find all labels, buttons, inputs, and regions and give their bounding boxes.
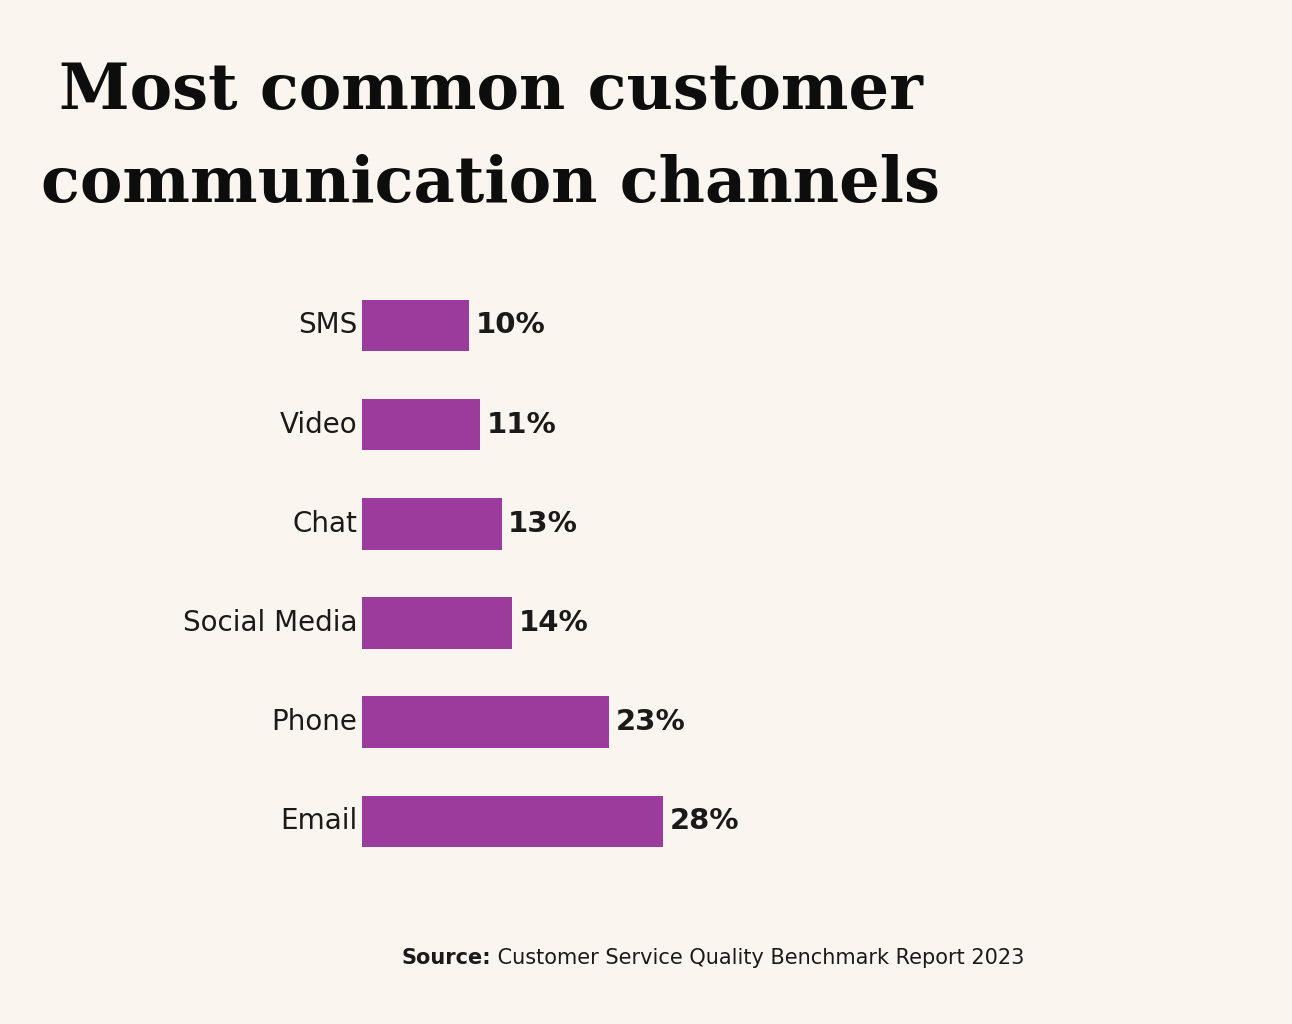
Text: Social Media: Social Media — [183, 609, 358, 637]
Text: 13%: 13% — [508, 510, 578, 538]
Bar — [362, 696, 610, 748]
Text: Phone: Phone — [271, 709, 358, 736]
Text: 10%: 10% — [475, 311, 545, 339]
Text: 28%: 28% — [669, 808, 739, 836]
Bar — [362, 498, 501, 550]
Text: 23%: 23% — [616, 709, 686, 736]
Bar — [362, 796, 663, 847]
Text: 11%: 11% — [487, 411, 557, 438]
Bar — [362, 399, 481, 451]
Bar — [362, 597, 513, 649]
Text: Chat: Chat — [292, 510, 358, 538]
Text: communication channels: communication channels — [41, 154, 941, 215]
Text: SMS: SMS — [298, 311, 358, 339]
Text: Email: Email — [280, 808, 358, 836]
Text: Customer Service Quality Benchmark Report 2023: Customer Service Quality Benchmark Repor… — [491, 947, 1025, 968]
Text: 14%: 14% — [519, 609, 589, 637]
Text: Source:: Source: — [402, 947, 491, 968]
Text: Most common customer: Most common customer — [59, 61, 922, 123]
Text: Video: Video — [280, 411, 358, 438]
Bar — [362, 300, 469, 351]
